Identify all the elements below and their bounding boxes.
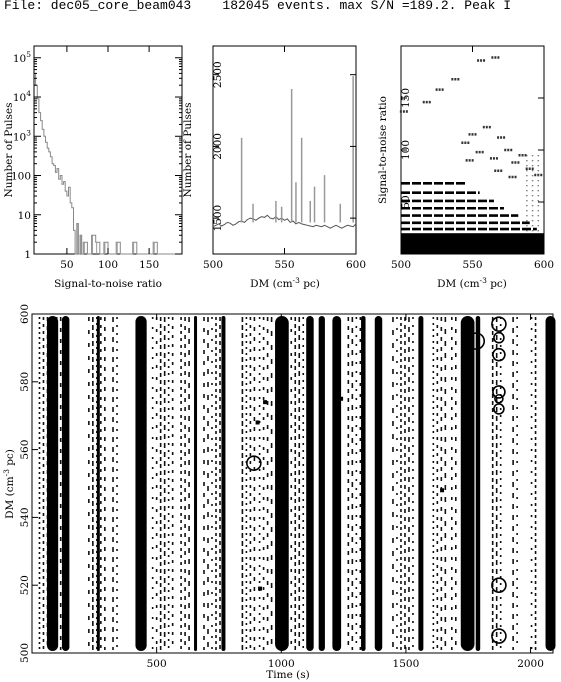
x-tick-label: 600 — [346, 259, 366, 271]
event-circle — [493, 331, 505, 344]
snr-vs-dm-panel: 500 550 600 50 100 150 DM (cm-3 pc) Signal-to-n… — [377, 45, 554, 290]
y-tick-label-exp: 4 — [26, 89, 31, 98]
event-marker — [263, 400, 268, 405]
y-tick-label-base: 1 — [24, 249, 31, 261]
y-axis-label: Number of Pulses — [182, 103, 194, 198]
event-marker — [255, 420, 260, 425]
event-band — [194, 316, 198, 651]
x-tick-label: 500 — [391, 259, 411, 271]
y-tick-label: 520 — [19, 575, 31, 595]
y-tick-label: 1500 — [212, 205, 224, 232]
event-band — [332, 316, 342, 651]
x-axis-label-sup: -3 — [293, 276, 301, 285]
event-circle — [491, 316, 507, 332]
event-circle — [491, 628, 507, 644]
y-tick-label: 540 — [19, 507, 31, 527]
x-tick-label: 2000 — [517, 658, 544, 670]
y-tick-label-exp: 3 — [26, 128, 31, 137]
y-tick-label: 1 — [24, 249, 31, 261]
x-tick-label: 550 — [274, 259, 294, 271]
x-tick-label: 500 — [147, 658, 167, 670]
y-tick-label: 100 — [11, 171, 31, 183]
event-band — [221, 316, 226, 651]
event-circle — [492, 385, 506, 399]
y-tick-label: 10 — [18, 210, 31, 222]
y-tick-label: 2000 — [212, 133, 224, 160]
y-tick-label-base: 10 — [13, 92, 26, 104]
event-circle — [467, 332, 486, 350]
event-band — [61, 316, 70, 651]
x-tick-label: 1500 — [393, 658, 420, 670]
y-axis-label-tail: pc) — [4, 449, 16, 469]
event-marker — [258, 586, 263, 591]
x-axis-label: Time (s) — [266, 669, 309, 681]
y-tick-label: 500 — [19, 643, 31, 663]
event-band — [275, 316, 289, 651]
x-axis-label-main: DM (cm — [437, 278, 479, 290]
x-tick-label: 500 — [203, 259, 223, 271]
event-band — [545, 316, 556, 651]
y-tick-label: 600 — [19, 304, 31, 324]
y-tick-label-base: 10 — [13, 131, 26, 143]
y-tick-label: 2500 — [212, 61, 224, 88]
y-tick-label: 560 — [19, 440, 31, 460]
event-band — [418, 316, 424, 651]
x-tick-label: 150 — [139, 259, 159, 271]
y-tick-label: 100 — [400, 140, 412, 160]
event-marker — [339, 396, 344, 401]
dm-histogram-frame — [212, 45, 357, 255]
event-band — [318, 316, 325, 651]
y-tick-label: 104 — [13, 89, 31, 104]
event-band — [361, 316, 366, 651]
event-band — [135, 316, 147, 651]
event-band — [96, 316, 100, 651]
x-axis-label-tail: pc) — [487, 278, 507, 290]
snr-histogram-line — [34, 72, 182, 255]
x-axis-label: DM (cm-3 pc) — [437, 276, 507, 290]
x-tick-label: 600 — [534, 259, 554, 271]
event-circle — [491, 577, 507, 594]
event-marker — [440, 488, 445, 493]
event-band — [306, 316, 314, 651]
y-axis-label: Number of Pulses — [3, 103, 15, 198]
snr-histogram-frame — [33, 45, 183, 255]
x-axis-label-main: DM (cm — [250, 278, 292, 290]
event-band — [475, 316, 481, 651]
x-tick-label: 100 — [98, 259, 118, 271]
figure-title: File: dec05_core_beam043 182045 events. … — [4, 0, 512, 13]
dm-vs-time-panel: 500 1000 1500 2000 500 520 540 560 580 600 Time (s… — [2, 304, 556, 681]
event-circle — [493, 403, 505, 415]
dm-vs-time-frame — [31, 313, 554, 654]
event-circle — [246, 455, 262, 471]
x-tick-label: 550 — [462, 259, 482, 271]
event-band — [46, 316, 59, 651]
x-tick-label: 1000 — [268, 658, 295, 670]
x-axis-label: Signal-to-noise ratio — [54, 278, 162, 290]
y-tick-label-exp: 5 — [26, 50, 31, 59]
y-tick-label-base: 10 — [18, 210, 31, 222]
event-circle — [492, 347, 506, 362]
y-tick-label: 580 — [19, 372, 31, 392]
dm-histogram-panel: 500 550 600 1500 2000 2500 DM (cm-3 pc) Number … — [182, 45, 366, 290]
x-axis-label-tail: pc) — [300, 278, 320, 290]
y-tick-label-base: 100 — [11, 171, 31, 183]
y-axis-label: Signal-to-noise ratio — [377, 96, 389, 204]
y-tick-label: 150 — [400, 88, 412, 108]
y-tick-label-base: 10 — [13, 53, 26, 65]
y-axis-label-main: DM (cm — [4, 476, 16, 518]
event-circle — [494, 393, 504, 404]
x-tick-label: 50 — [60, 259, 73, 271]
y-axis-label-sup: -3 — [2, 469, 11, 477]
y-tick-label: 105 — [13, 50, 31, 65]
event-band — [374, 316, 383, 651]
event-band — [460, 316, 475, 651]
y-tick-label: 103 — [13, 128, 31, 143]
y-axis-label: DM (cm-3 pc) — [2, 449, 16, 519]
x-axis-label-sup: -3 — [480, 276, 488, 285]
y-tick-label: 50 — [400, 195, 412, 208]
x-axis-label: DM (cm-3 pc) — [250, 276, 320, 290]
dm-histogram-line — [212, 214, 357, 229]
